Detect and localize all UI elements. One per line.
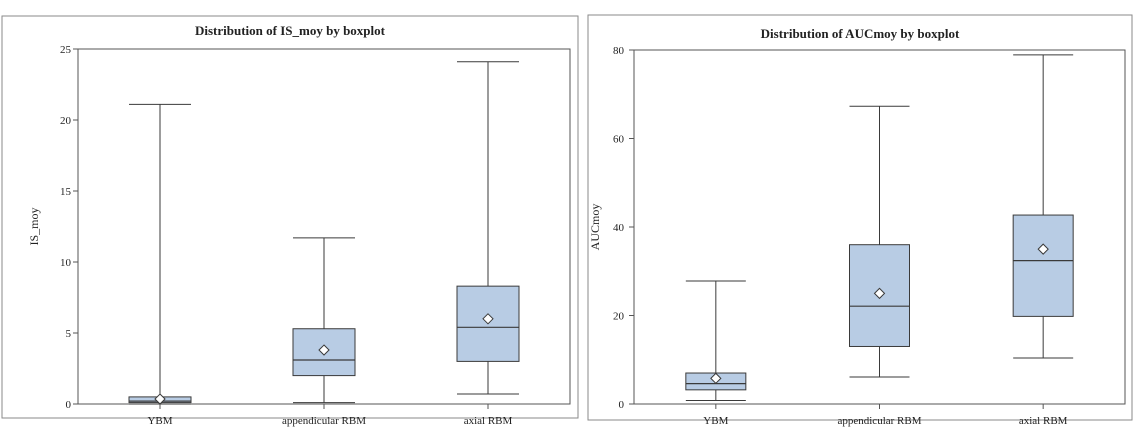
x-category-label: appendicular RBM <box>282 415 366 427</box>
chart-panel-is-moy: Distribution of IS_moy by boxplot IS_moy 0… <box>1 15 579 427</box>
y-axis-label: IS_moy <box>27 207 41 245</box>
y-tick-label: 60 <box>613 134 625 146</box>
chart-title: Distribution of IS_moy by boxplot <box>195 23 386 38</box>
aucmoy-boxplot-chart: Distribution of AUCmoy by boxplot AUCmoy 0… <box>587 14 1133 427</box>
mean-marker <box>873 287 886 300</box>
y-tick-label: 80 <box>613 45 625 57</box>
y-tick-label: 20 <box>60 115 72 127</box>
mean-marker <box>1037 243 1049 255</box>
iqr-box <box>1012 214 1074 317</box>
iqr-box <box>456 285 520 362</box>
mean-marker <box>154 393 166 405</box>
mean-marker <box>482 313 494 325</box>
x-category-label: YBM <box>147 415 172 427</box>
chart-title: Distribution of AUCmoy by boxplot <box>761 26 960 41</box>
outer-frame <box>1 15 579 419</box>
x-category-label: appendicular RBM <box>837 415 921 427</box>
x-category-label: axial RBM <box>1019 415 1068 427</box>
y-tick-label: 25 <box>60 44 72 56</box>
y-tick-label: 0 <box>66 399 72 411</box>
mean-marker <box>710 372 722 385</box>
is-moy-boxplot-chart: Distribution of IS_moy by boxplot IS_moy 0… <box>1 15 579 427</box>
y-tick-label: 10 <box>60 257 72 269</box>
y-tick-label: 15 <box>60 186 72 198</box>
x-category-label: axial RBM <box>464 415 513 427</box>
y-tick-label: 0 <box>619 399 625 411</box>
y-tick-label: 20 <box>613 311 625 323</box>
x-category-label: YBM <box>703 415 728 427</box>
y-tick-label: 5 <box>66 328 72 340</box>
outer-frame <box>587 14 1133 421</box>
y-tick-label: 40 <box>613 222 625 234</box>
mean-marker <box>318 344 330 356</box>
chart-panel-aucmoy: Distribution of AUCmoy by boxplot AUCmoy 0… <box>584 0 1135 434</box>
y-axis-label: AUCmoy <box>588 204 602 251</box>
